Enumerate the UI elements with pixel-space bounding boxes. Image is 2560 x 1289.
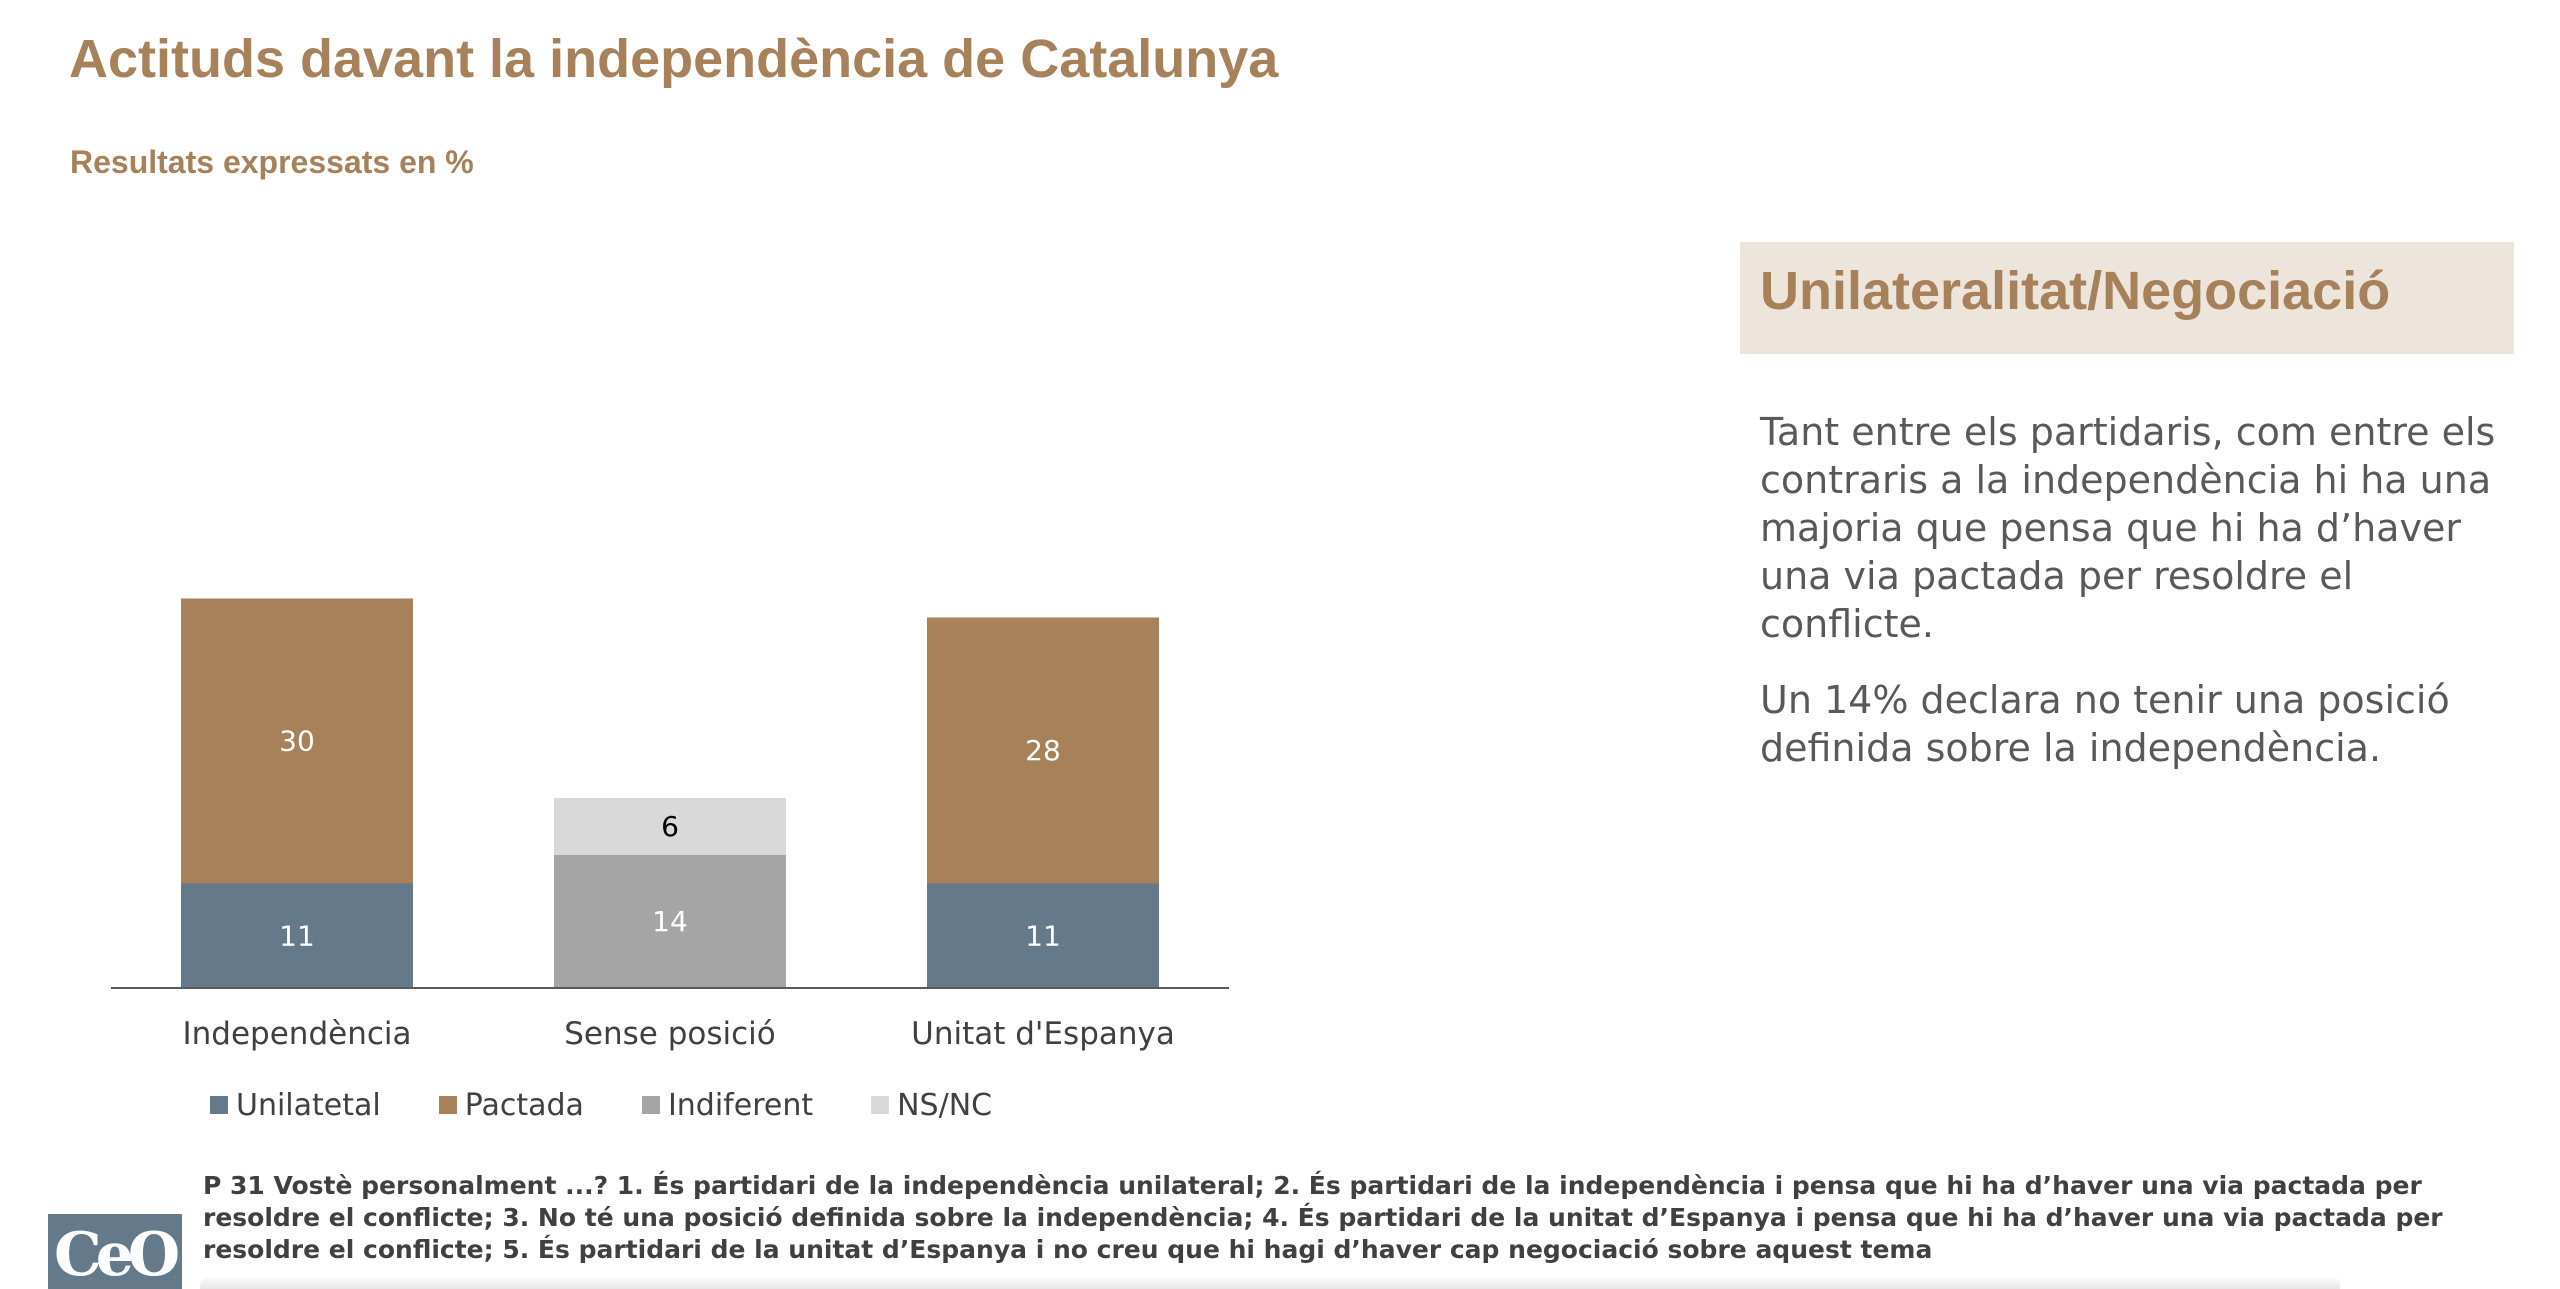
legend-item: Pactada <box>438 1087 584 1123</box>
bar-segment <box>927 617 1159 884</box>
side-paragraph: Un 14% declara no tenir una posició defi… <box>1760 678 2450 770</box>
bar-segment <box>181 598 413 884</box>
bar-segment <box>554 798 786 855</box>
stacked-bar-chart: 11 30 Independència 14 6 Sense posició 11 28 Uni… <box>111 598 1229 1052</box>
category-label: Sense posició <box>564 1016 776 1052</box>
ceo-logo: CeO <box>48 1214 182 1289</box>
data-label: 30 <box>279 725 315 758</box>
page-subtitle: Resultats expressats en % <box>70 144 474 180</box>
data-label: 6 <box>661 810 679 843</box>
page-title: Actituds davant la independència de Cata… <box>69 29 1279 89</box>
legend-swatch <box>210 1096 228 1114</box>
side-panel-text: Tant entre els partidaris, com entre els… <box>1760 408 2520 800</box>
side-panel-header: Unilateralitat/Negociació <box>1740 242 2514 354</box>
logo-text: CeO <box>54 1220 180 1289</box>
data-label: 11 <box>1025 919 1061 952</box>
question-footnote: P 31 Vostè personalment ...? 1. És parti… <box>203 1171 2443 1264</box>
legend-swatch <box>871 1096 890 1114</box>
side-panel-heading: Unilateralitat/Negociació <box>1760 261 2391 321</box>
bar-segment <box>181 883 413 988</box>
legend-label: NS/NC <box>897 1087 993 1123</box>
legend-item: Indiferent <box>641 1087 814 1123</box>
legend-swatch <box>438 1096 457 1114</box>
category-label: Unitat d'Espanya <box>911 1016 1175 1052</box>
side-paragraph: Tant entre els partidaris, com entre els… <box>1760 410 2496 646</box>
data-label: 11 <box>279 919 315 952</box>
category-label: Independència <box>183 1016 412 1052</box>
legend-label: Indiferent <box>667 1087 814 1123</box>
legend-item: NS/NC <box>871 1088 992 1123</box>
legend-item: Unilatetal <box>210 1088 381 1123</box>
bar-segment <box>927 883 1159 988</box>
legend-label: Pactada <box>464 1087 584 1123</box>
chart-legend: Unilatetal Pactada Indiferent NS/NC <box>210 1085 1050 1125</box>
bar-segment <box>554 855 786 988</box>
data-label: 14 <box>652 905 688 938</box>
legend-swatch <box>641 1096 660 1114</box>
legend-label: Unilatetal <box>236 1087 381 1123</box>
data-label: 28 <box>1025 734 1061 767</box>
page-bottom-shadow <box>200 1276 2340 1289</box>
